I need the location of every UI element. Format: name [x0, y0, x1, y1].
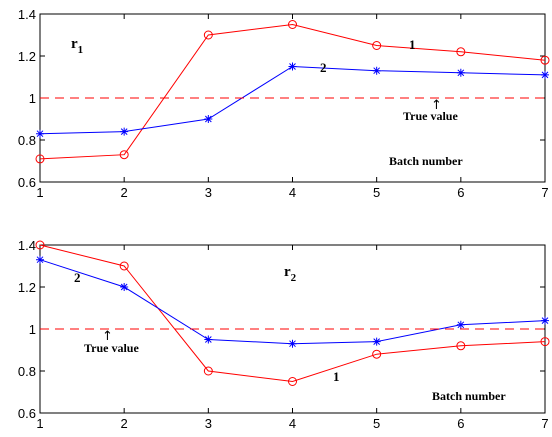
series-2-point — [372, 66, 381, 75]
series-1-line — [39, 244, 546, 383]
series-1-point — [540, 337, 550, 347]
x-tick-label: 6 — [457, 185, 464, 200]
true-value-label: True value — [84, 341, 139, 355]
series-2-point — [372, 337, 381, 346]
x-tick-label: 4 — [289, 416, 296, 431]
series-1-point — [203, 30, 213, 40]
x-tick-label: 4 — [289, 185, 296, 200]
series-1-point — [35, 240, 45, 250]
series-2-point — [204, 115, 213, 123]
series-1-label: 1 — [409, 37, 416, 52]
series-2-point — [120, 283, 129, 291]
panel-label-r2: r2 — [284, 264, 297, 284]
series-2-point — [456, 320, 465, 329]
y-tick-label: 1 — [29, 91, 36, 106]
chart-panel-r2: 1 2 3 4 5 6 7 0.6 0.8 1 1.2 1.4 r2 1 2 ↑ True value… — [18, 238, 550, 431]
series-2-point — [204, 335, 213, 344]
x-tick-label: 2 — [121, 416, 128, 431]
panel-label-r1: r1 — [71, 36, 83, 56]
true-value-arrow: ↑ — [431, 98, 442, 113]
series-2-label: 2 — [74, 270, 81, 285]
series-1-point — [288, 377, 297, 386]
batch-number-label: Batch number — [389, 154, 463, 168]
x-tick-label: 2 — [121, 185, 128, 200]
series-1-point — [119, 261, 129, 271]
x-tick-label: 7 — [541, 185, 548, 200]
y-tick-label: 0.8 — [18, 133, 36, 148]
true-value-label: True value — [403, 109, 458, 123]
series-1-point — [372, 41, 382, 50]
x-tick-label: 6 — [457, 416, 464, 431]
series-1-label: 1 — [333, 369, 340, 384]
x-tick-label: 3 — [205, 416, 212, 431]
x-tick-label: 1 — [36, 185, 43, 200]
series-1-point — [456, 341, 466, 351]
series-2-label: 2 — [320, 60, 327, 75]
series-1-point — [203, 366, 213, 376]
x-tick-label: 7 — [541, 416, 548, 431]
series-2-point — [541, 70, 549, 79]
series-1-point — [372, 349, 382, 359]
series-2-point — [541, 316, 549, 325]
series-1-point — [119, 150, 129, 160]
x-tick-label: 5 — [373, 416, 380, 431]
y-tick-label: 1.4 — [18, 7, 36, 22]
y-tick-label: 1.2 — [18, 49, 36, 64]
series-2-point — [36, 129, 44, 138]
series-1-line — [39, 23, 546, 160]
series-1-point — [456, 47, 466, 57]
x-tick-label: 1 — [36, 416, 43, 431]
y-tick-label: 0.6 — [18, 406, 36, 421]
chart-panel-r1: 1 2 3 4 5 6 7 0.6 0.8 1 1.2 1.4 r1 1 2 ↑ True value… — [18, 7, 550, 200]
series-2-point — [456, 68, 465, 77]
x-tick-label: 3 — [205, 185, 212, 200]
x-tick-label: 5 — [373, 185, 380, 200]
series-1-point — [540, 55, 550, 65]
series-2-point — [120, 127, 129, 136]
y-tick-label: 1 — [29, 322, 36, 337]
series-1-point — [35, 154, 45, 164]
y-tick-label: 1.4 — [18, 238, 36, 253]
series-1-point — [288, 20, 297, 29]
batch-number-label: Batch number — [432, 389, 506, 403]
series-2-point — [288, 339, 297, 348]
true-value-arrow: ↑ — [102, 329, 113, 344]
series-2-point — [36, 255, 44, 264]
y-tick-label: 1.2 — [18, 280, 36, 295]
y-tick-label: 0.8 — [18, 364, 36, 379]
series-2-point — [288, 62, 297, 71]
y-tick-label: 0.6 — [18, 175, 36, 190]
